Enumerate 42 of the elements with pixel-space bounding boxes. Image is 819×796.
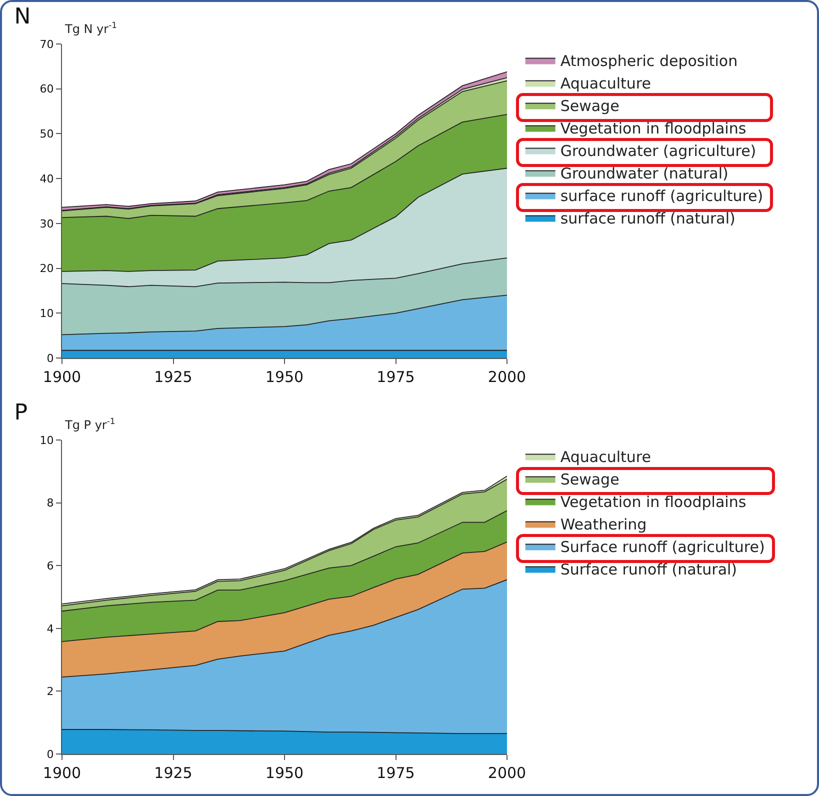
y-tick-label: 20 [40,262,54,276]
chart-title: N [14,4,31,30]
x-tick-label: 1900 [42,368,82,386]
legend-label: Weathering [560,516,647,534]
y-tick-label: 0 [46,748,54,761]
legend-label: Surface runoff (agriculture) [560,538,765,556]
legend-label: Aquaculture [560,448,651,466]
legend-label: Vegetation in floodplains [560,493,746,512]
y-tick-label: 8 [46,496,54,510]
legend-label: Surface runoff (natural) [560,560,738,579]
y-tick-label: 0 [46,352,54,365]
y-axis-title: Tg N yr$^{-1}$ [64,20,117,36]
y-tick-label: 6 [46,559,54,572]
legend-label: Aquaculture [560,74,651,93]
y-tick-label: 70 [40,38,54,51]
x-tick-label: 1925 [154,764,192,782]
legend-label: surface runoff (agriculture) [560,187,764,206]
legend-label: surface runoff (natural) [560,210,736,228]
legend-label: Vegetation in floodplains [560,120,746,138]
x-tick-label: 1975 [376,764,415,782]
chart-title: P [14,400,28,426]
y-axis-title: Tg P yr$^{-1}$ [64,416,116,432]
y-tick-label: 2 [46,685,54,698]
y-tick-label: 60 [40,82,54,96]
x-tick-label: 1950 [265,764,304,782]
legend-label: Groundwater (agriculture) [560,142,756,160]
legend-label: Groundwater (natural) [560,164,728,183]
x-tick-label: 1975 [376,368,415,386]
y-tick-label: 10 [40,306,54,320]
x-tick-label: 2000 [488,368,526,386]
x-tick-label: 2000 [488,764,526,782]
x-tick-label: 1950 [265,368,304,386]
legend-label: Atmospheric deposition [560,52,738,70]
y-tick-label: 10 [40,434,54,447]
legend-label: Sewage [560,470,620,489]
legend-label: Sewage [560,97,620,116]
y-tick-label: 30 [40,217,54,230]
y-tick-label: 40 [40,172,54,186]
x-tick-label: 1900 [42,764,82,782]
x-tick-label: 1925 [154,368,192,386]
y-tick-label: 4 [46,622,54,636]
y-tick-label: 50 [40,128,54,141]
